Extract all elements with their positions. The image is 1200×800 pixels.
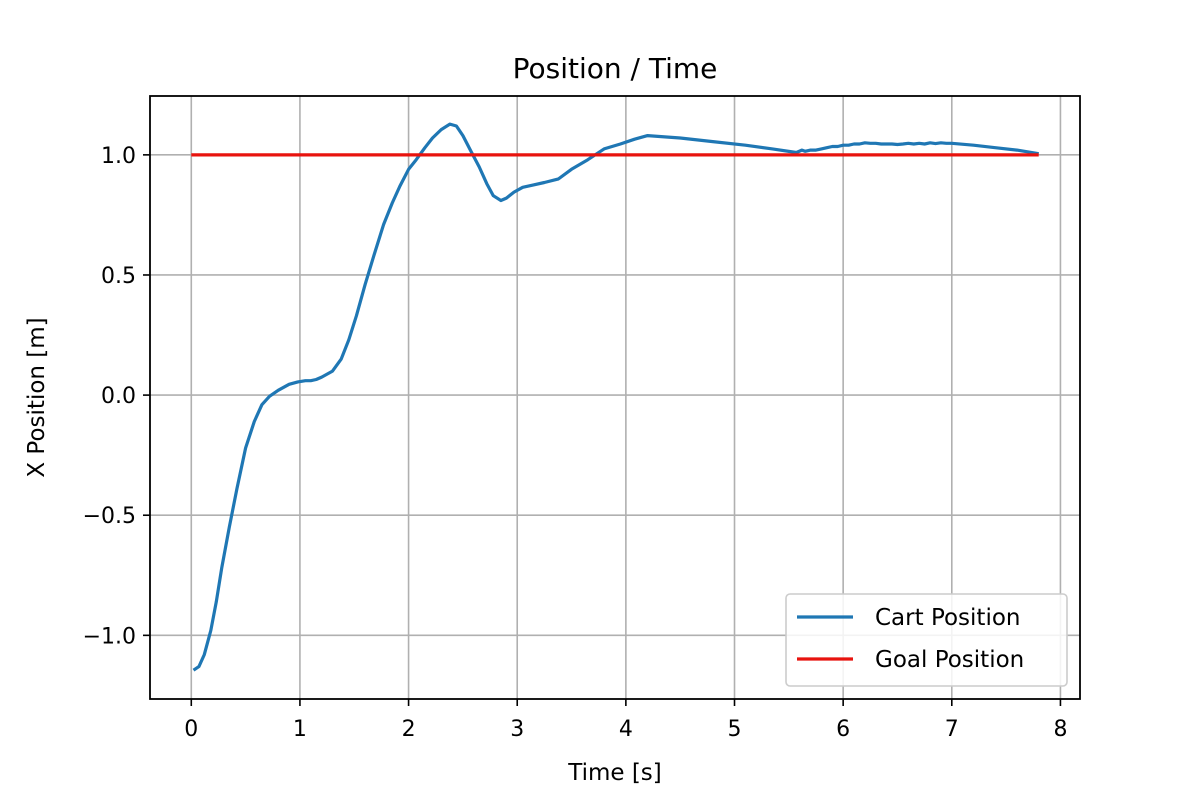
axis-ticks: 0 1 2 3 4 5 6 7 8 −1.0 −0.5 0.0 0.5 1.0 (83, 144, 1068, 742)
y-tick-label: 0.0 (101, 384, 136, 409)
legend-label-goal-position: Goal Position (875, 647, 1024, 673)
x-tick-label: 5 (728, 717, 742, 742)
series-line-0 (192, 122, 1039, 672)
plot-frame (149, 95, 1081, 700)
plot-lines (191, 122, 1039, 672)
x-tick-label: 0 (184, 717, 198, 742)
y-tick-label: −1.0 (83, 624, 136, 649)
x-axis-title: Time [s] (567, 760, 662, 786)
x-tick-label: 2 (402, 717, 416, 742)
legend-label-cart-position: Cart Position (875, 605, 1021, 631)
x-tick-label: 3 (510, 717, 524, 742)
y-tick-label: −0.5 (83, 504, 136, 529)
x-tick-label: 6 (836, 717, 850, 742)
y-axis-title: X Position [m] (24, 317, 50, 477)
x-tick-label: 4 (619, 717, 633, 742)
y-tick-label: 0.5 (101, 264, 136, 289)
y-tick-label: 1.0 (101, 144, 136, 169)
x-tick-label: 7 (945, 717, 959, 742)
legend: Cart Position Goal Position (785, 593, 1068, 687)
chart-title: Position / Time (513, 52, 718, 85)
x-tick-label: 1 (293, 717, 307, 742)
x-tick-label: 8 (1053, 717, 1067, 742)
legend-box (785, 593, 1068, 687)
